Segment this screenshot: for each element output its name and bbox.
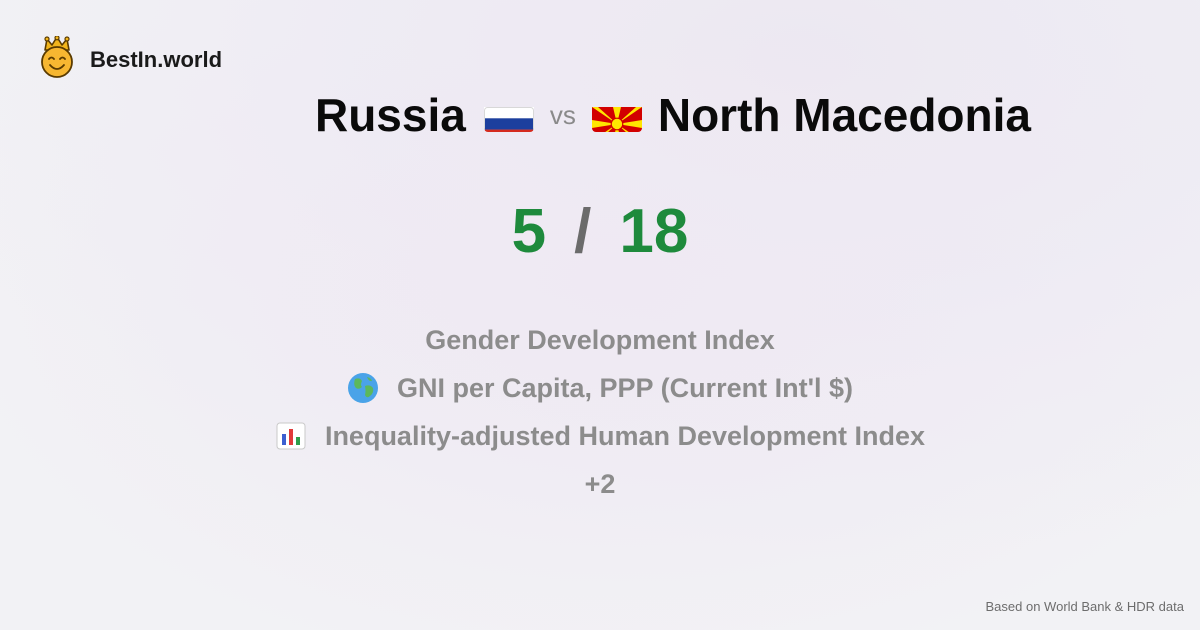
metric-label: Gender Development Index: [425, 324, 775, 355]
data-source-note: Based on World Bank & HDR data: [985, 599, 1184, 614]
metric-more[interactable]: +2: [585, 460, 616, 508]
metric-item[interactable]: Inequality-adjusted Human Development In…: [275, 412, 925, 460]
score: 5 / 18: [0, 196, 1200, 267]
brand-name: BestIn.world: [90, 46, 223, 72]
metric-item[interactable]: GNI per Capita, PPP (Current Int'l $): [347, 364, 853, 412]
metric-item[interactable]: Gender Development Index: [425, 316, 775, 364]
metric-label: Inequality-adjusted Human Development In…: [324, 420, 926, 451]
metric-more-label: +2: [584, 468, 616, 499]
metrics-list: Gender Development Index GNI per Capita,…: [0, 316, 1200, 508]
crown-smiley-icon: [38, 35, 76, 83]
north-macedonia-flag-icon: [591, 98, 642, 132]
country-a-name[interactable]: Russia: [314, 89, 466, 141]
russia-flag-icon: [483, 98, 534, 132]
globe-icon: [347, 372, 379, 404]
score-b: 18: [619, 197, 689, 266]
country-b-name[interactable]: North Macedonia: [657, 89, 1031, 141]
comparison-title: Russia vs North Macedonia: [0, 88, 1200, 142]
vs-label: vs: [549, 99, 576, 130]
score-a: 5: [511, 197, 547, 266]
brand[interactable]: BestIn.world: [38, 35, 223, 83]
score-separator: /: [574, 197, 592, 266]
bar-chart-icon: [275, 420, 307, 452]
metric-label: GNI per Capita, PPP (Current Int'l $): [397, 372, 853, 403]
